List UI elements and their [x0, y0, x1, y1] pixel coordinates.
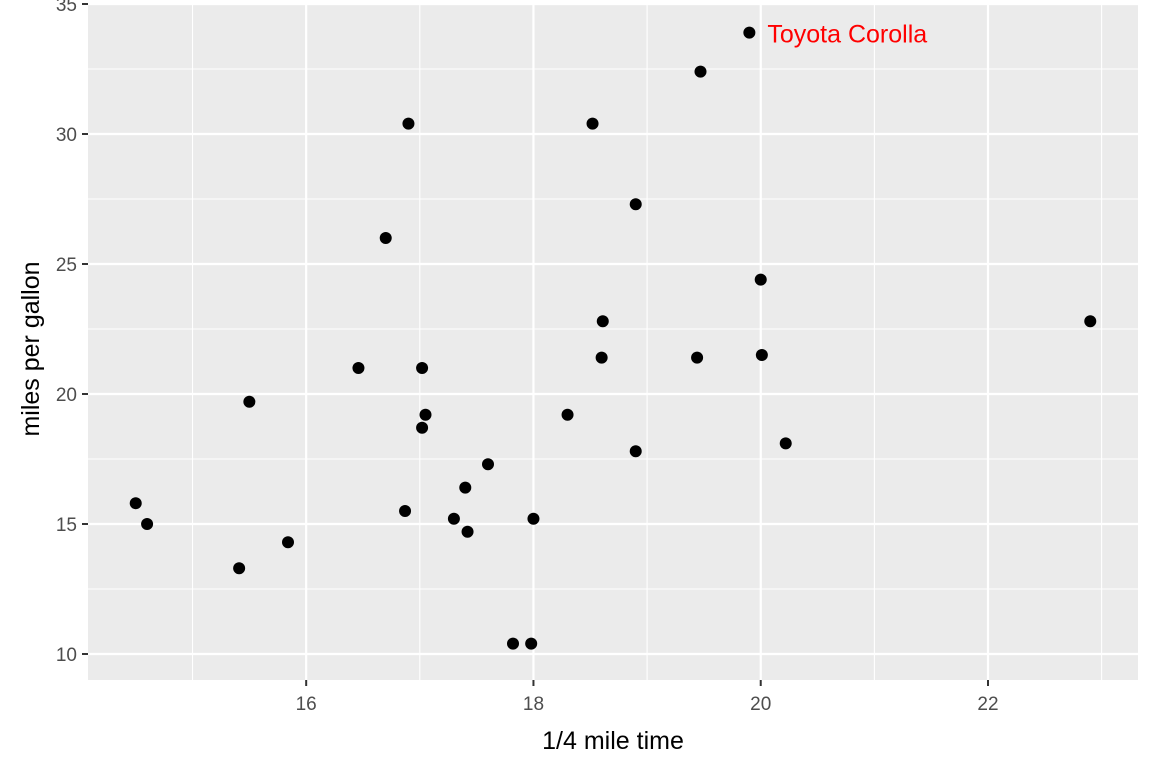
data-point — [527, 512, 540, 525]
data-point — [507, 637, 519, 650]
x-tick-label: 16 — [296, 694, 317, 715]
data-point — [352, 362, 365, 374]
data-point — [754, 273, 767, 286]
data-point — [1084, 315, 1097, 328]
data-point — [629, 445, 642, 458]
y-axis: 10 15 20 25 30 35 — [56, 0, 88, 666]
data-point — [461, 525, 474, 538]
minor-grid — [88, 4, 1138, 680]
data-point — [482, 458, 494, 471]
y-tick-label: 20 — [56, 385, 77, 406]
data-point — [691, 351, 704, 364]
annotations: Toyota Corolla — [767, 21, 927, 49]
data-point — [282, 536, 294, 549]
data-point — [525, 637, 538, 650]
x-tick-label: 20 — [750, 694, 771, 715]
data-point — [561, 408, 574, 421]
data-point — [755, 349, 768, 361]
data-point — [416, 421, 429, 434]
data-point — [233, 562, 246, 575]
data-points — [129, 26, 1097, 650]
data-point — [459, 481, 472, 494]
data-point — [129, 497, 142, 510]
data-point — [416, 362, 429, 374]
data-point — [447, 512, 460, 525]
data-point — [629, 198, 642, 211]
x-tick-label: 22 — [977, 694, 998, 715]
y-tick-label: 30 — [56, 125, 77, 146]
data-point — [379, 232, 392, 244]
x-tick-label: 18 — [523, 694, 544, 715]
y-tick-label: 35 — [56, 0, 77, 16]
x-axis: 16 18 20 22 — [296, 680, 999, 715]
y-tick-label: 25 — [56, 255, 77, 276]
data-point — [694, 65, 707, 78]
data-point — [243, 395, 256, 408]
data-point — [743, 26, 756, 39]
annotation-label: Toyota Corolla — [767, 21, 927, 49]
y-tick-label: 15 — [56, 515, 77, 536]
panel-background — [88, 4, 1138, 680]
y-tick-label: 10 — [56, 645, 77, 666]
data-point — [595, 351, 608, 364]
data-point — [596, 315, 609, 328]
x-axis-title: 1/4 mile time — [542, 727, 684, 755]
data-point — [779, 437, 792, 450]
data-point — [419, 408, 432, 421]
y-axis-title: miles per gallon — [17, 261, 45, 436]
data-point — [141, 518, 154, 530]
major-grid — [88, 2, 1138, 680]
data-point — [399, 505, 412, 517]
data-point — [402, 117, 415, 130]
data-point — [586, 117, 599, 130]
